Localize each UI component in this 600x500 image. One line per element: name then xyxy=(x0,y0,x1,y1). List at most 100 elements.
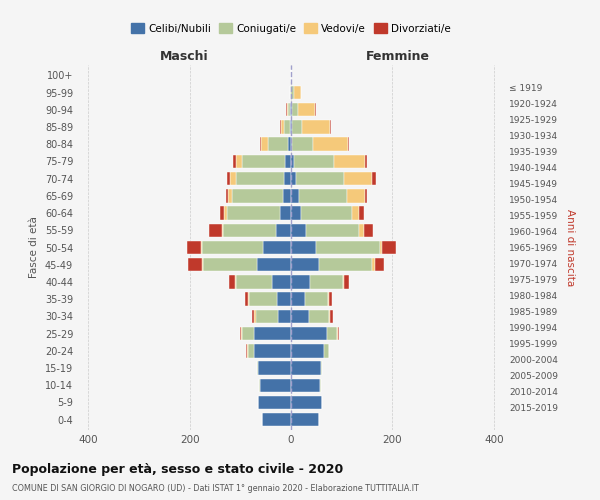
Bar xyxy=(268,138,289,151)
Bar xyxy=(291,120,292,134)
Bar xyxy=(330,310,332,323)
Bar xyxy=(302,120,330,134)
Bar xyxy=(320,378,322,392)
Bar xyxy=(257,258,291,272)
Bar xyxy=(202,241,263,254)
Bar xyxy=(230,172,236,186)
Bar xyxy=(306,224,359,237)
Bar xyxy=(284,120,290,134)
Bar xyxy=(240,327,241,340)
Bar xyxy=(319,258,372,272)
Bar xyxy=(260,138,268,151)
Bar xyxy=(291,224,306,237)
Bar xyxy=(291,378,320,392)
Text: Popolazione per età, sesso e stato civile - 2020: Popolazione per età, sesso e stato civil… xyxy=(12,462,343,475)
Bar xyxy=(330,120,331,134)
Bar xyxy=(280,206,291,220)
Bar xyxy=(290,86,291,100)
Bar xyxy=(291,206,301,220)
Bar xyxy=(291,258,319,272)
Bar xyxy=(310,275,343,288)
Bar xyxy=(292,120,302,134)
Bar xyxy=(209,224,222,237)
Bar xyxy=(263,241,291,254)
Bar xyxy=(187,241,201,254)
Bar xyxy=(236,275,272,288)
Bar xyxy=(220,206,224,220)
Bar xyxy=(254,344,291,358)
Bar xyxy=(277,292,291,306)
Bar xyxy=(372,172,376,186)
Bar xyxy=(316,241,380,254)
Bar xyxy=(242,327,254,340)
Bar xyxy=(293,86,301,100)
Bar xyxy=(329,292,332,306)
Bar xyxy=(232,189,283,202)
Y-axis label: Fasce di età: Fasce di età xyxy=(29,216,39,278)
Bar xyxy=(254,310,256,323)
Bar xyxy=(291,396,322,409)
Bar xyxy=(224,206,227,220)
Bar xyxy=(281,120,284,134)
Text: Femmine: Femmine xyxy=(365,50,430,64)
Bar xyxy=(344,275,349,288)
Bar xyxy=(235,275,236,288)
Bar xyxy=(329,310,330,323)
Bar xyxy=(359,224,364,237)
Bar xyxy=(299,189,347,202)
Bar xyxy=(278,310,291,323)
Bar xyxy=(344,172,372,186)
Bar xyxy=(292,103,298,117)
Bar xyxy=(291,327,326,340)
Bar xyxy=(233,154,236,168)
Bar xyxy=(343,275,344,288)
Bar xyxy=(288,103,290,117)
Text: Maschi: Maschi xyxy=(160,50,209,64)
Bar xyxy=(290,120,291,134)
Bar xyxy=(285,154,291,168)
Bar xyxy=(287,103,288,117)
Bar xyxy=(226,189,228,202)
Bar xyxy=(256,310,278,323)
Bar xyxy=(365,154,367,168)
Bar xyxy=(291,241,316,254)
Bar xyxy=(262,413,291,426)
Bar xyxy=(247,344,248,358)
Bar xyxy=(241,327,242,340)
Bar xyxy=(291,362,322,374)
Text: COMUNE DI SAN GIORGIO DI NOGARO (UD) - Dati ISTAT 1° gennaio 2020 - Elaborazione: COMUNE DI SAN GIORGIO DI NOGARO (UD) - D… xyxy=(12,484,419,493)
Bar xyxy=(242,154,285,168)
Bar xyxy=(222,224,223,237)
Bar xyxy=(259,378,260,392)
Bar xyxy=(324,344,329,358)
Bar xyxy=(188,258,202,272)
Bar xyxy=(291,172,296,186)
Bar xyxy=(298,103,316,117)
Bar xyxy=(291,413,319,426)
Bar xyxy=(248,344,254,358)
Bar xyxy=(203,258,257,272)
Bar xyxy=(284,172,291,186)
Bar xyxy=(328,292,329,306)
Bar xyxy=(229,275,235,288)
Bar xyxy=(289,138,291,151)
Bar xyxy=(364,224,373,237)
Bar xyxy=(252,310,254,323)
Bar xyxy=(291,138,292,151)
Bar xyxy=(283,189,291,202)
Bar xyxy=(305,292,328,306)
Bar xyxy=(352,206,359,220)
Bar xyxy=(347,189,365,202)
Legend: Celibi/Nubili, Coniugati/e, Vedovi/e, Divorziati/e: Celibi/Nubili, Coniugati/e, Vedovi/e, Di… xyxy=(127,19,455,38)
Bar xyxy=(245,292,248,306)
Bar xyxy=(286,103,287,117)
Bar xyxy=(291,310,309,323)
Bar xyxy=(223,224,276,237)
Bar xyxy=(334,154,365,168)
Bar xyxy=(365,189,367,202)
Bar xyxy=(380,241,382,254)
Bar xyxy=(248,292,249,306)
Bar xyxy=(202,258,203,272)
Bar xyxy=(374,258,384,272)
Bar xyxy=(291,154,293,168)
